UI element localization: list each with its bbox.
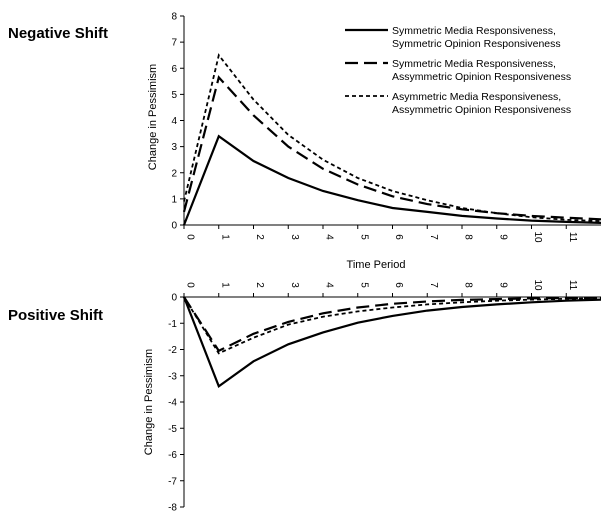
legend-label-3: Assymmetric Opinion Responsiveness bbox=[392, 104, 571, 116]
x-tick-label: 1 bbox=[219, 234, 230, 240]
x-tick-label: 5 bbox=[358, 234, 369, 240]
x-tick-label: 7 bbox=[428, 234, 439, 240]
panel-title-negative-shift: Negative Shift bbox=[8, 25, 108, 42]
panel-title-positive-shift: Positive Shift bbox=[8, 307, 103, 324]
x-tick-label: 10 bbox=[532, 231, 543, 243]
bottom-ylabel: Change in Pessimism bbox=[143, 349, 155, 455]
legend-label-1: Symmetric Opinion Responsiveness bbox=[392, 38, 561, 50]
series-line-1 bbox=[182, 134, 601, 226]
top-chart: 0 1 2 3 4 5 6 7 8 0 1 2 3 4 5 6 7 8 9 10 11 bbox=[171, 12, 601, 243]
x-tick-label: 8 bbox=[463, 234, 474, 240]
x-tick-label: 6 bbox=[393, 234, 404, 240]
series-line-3 bbox=[183, 53, 601, 222]
x-tick-label: 2 bbox=[254, 234, 265, 240]
x-tick-label: 0 bbox=[185, 282, 196, 288]
y-tick-label: -7 bbox=[168, 476, 177, 487]
y-tick-label: -6 bbox=[168, 450, 177, 461]
x-tick-label: 4 bbox=[324, 234, 335, 240]
y-tick-label: 3 bbox=[171, 142, 177, 153]
x-tick-label: 11 bbox=[567, 232, 578, 243]
legend-label-1: Symmetric Media Responsiveness, bbox=[392, 25, 556, 37]
x-tick-label: 1 bbox=[219, 282, 230, 288]
y-tick-label: 4 bbox=[171, 116, 177, 127]
series-line-2 bbox=[183, 296, 601, 353]
y-tick-label: 0 bbox=[171, 293, 177, 304]
y-tick-label: 5 bbox=[171, 90, 177, 101]
y-tick-label: 1 bbox=[171, 194, 177, 205]
y-tick-label: 8 bbox=[171, 12, 177, 23]
legend-label-2: Symmetric Media Responsiveness, bbox=[392, 58, 556, 70]
x-tick-label: 9 bbox=[497, 282, 508, 288]
y-tick-label: -3 bbox=[168, 371, 177, 382]
legend-label-3: Asymmetric Media Responsiveness, bbox=[392, 91, 561, 103]
bottom-chart: 0 -1 -2 -3 -4 -5 -6 -7 -8 0 1 2 3 4 5 6 7 8 9 10 11 bbox=[168, 279, 601, 514]
y-tick-label: -1 bbox=[168, 319, 177, 330]
x-tick-label: 4 bbox=[324, 282, 335, 288]
y-tick-label: 0 bbox=[171, 221, 177, 232]
y-tick-label: -4 bbox=[168, 398, 177, 409]
x-tick-label: 0 bbox=[185, 234, 196, 240]
legend-label-2: Assymmetric Opinion Responsiveness bbox=[392, 71, 571, 83]
y-tick-label: -8 bbox=[168, 503, 177, 514]
y-tick-label: 2 bbox=[171, 168, 177, 179]
x-tick-label: 5 bbox=[358, 282, 369, 288]
x-tick-label: 7 bbox=[428, 282, 439, 288]
series-line-1 bbox=[182, 296, 601, 389]
y-tick-label: 7 bbox=[171, 38, 177, 49]
series-line-2 bbox=[182, 75, 601, 221]
x-tick-label: 11 bbox=[567, 280, 578, 291]
series-line-3 bbox=[183, 296, 601, 355]
x-tick-label: 3 bbox=[289, 234, 300, 240]
top-ylabel: Change in Pessimism bbox=[147, 64, 159, 170]
x-tick-label: 6 bbox=[393, 282, 404, 288]
y-tick-label: -5 bbox=[168, 424, 177, 435]
x-tick-label: 8 bbox=[463, 282, 474, 288]
legend: Symmetric Media Responsiveness,Symmetric… bbox=[345, 25, 571, 116]
x-tick-label: 10 bbox=[532, 279, 543, 291]
x-tick-label: 9 bbox=[497, 234, 508, 240]
x-tick-label: 2 bbox=[254, 282, 265, 288]
y-tick-label: 6 bbox=[171, 64, 177, 75]
x-tick-label: 3 bbox=[289, 282, 300, 288]
y-tick-label: -2 bbox=[168, 345, 177, 356]
top-xlabel: Time Period bbox=[347, 259, 406, 271]
